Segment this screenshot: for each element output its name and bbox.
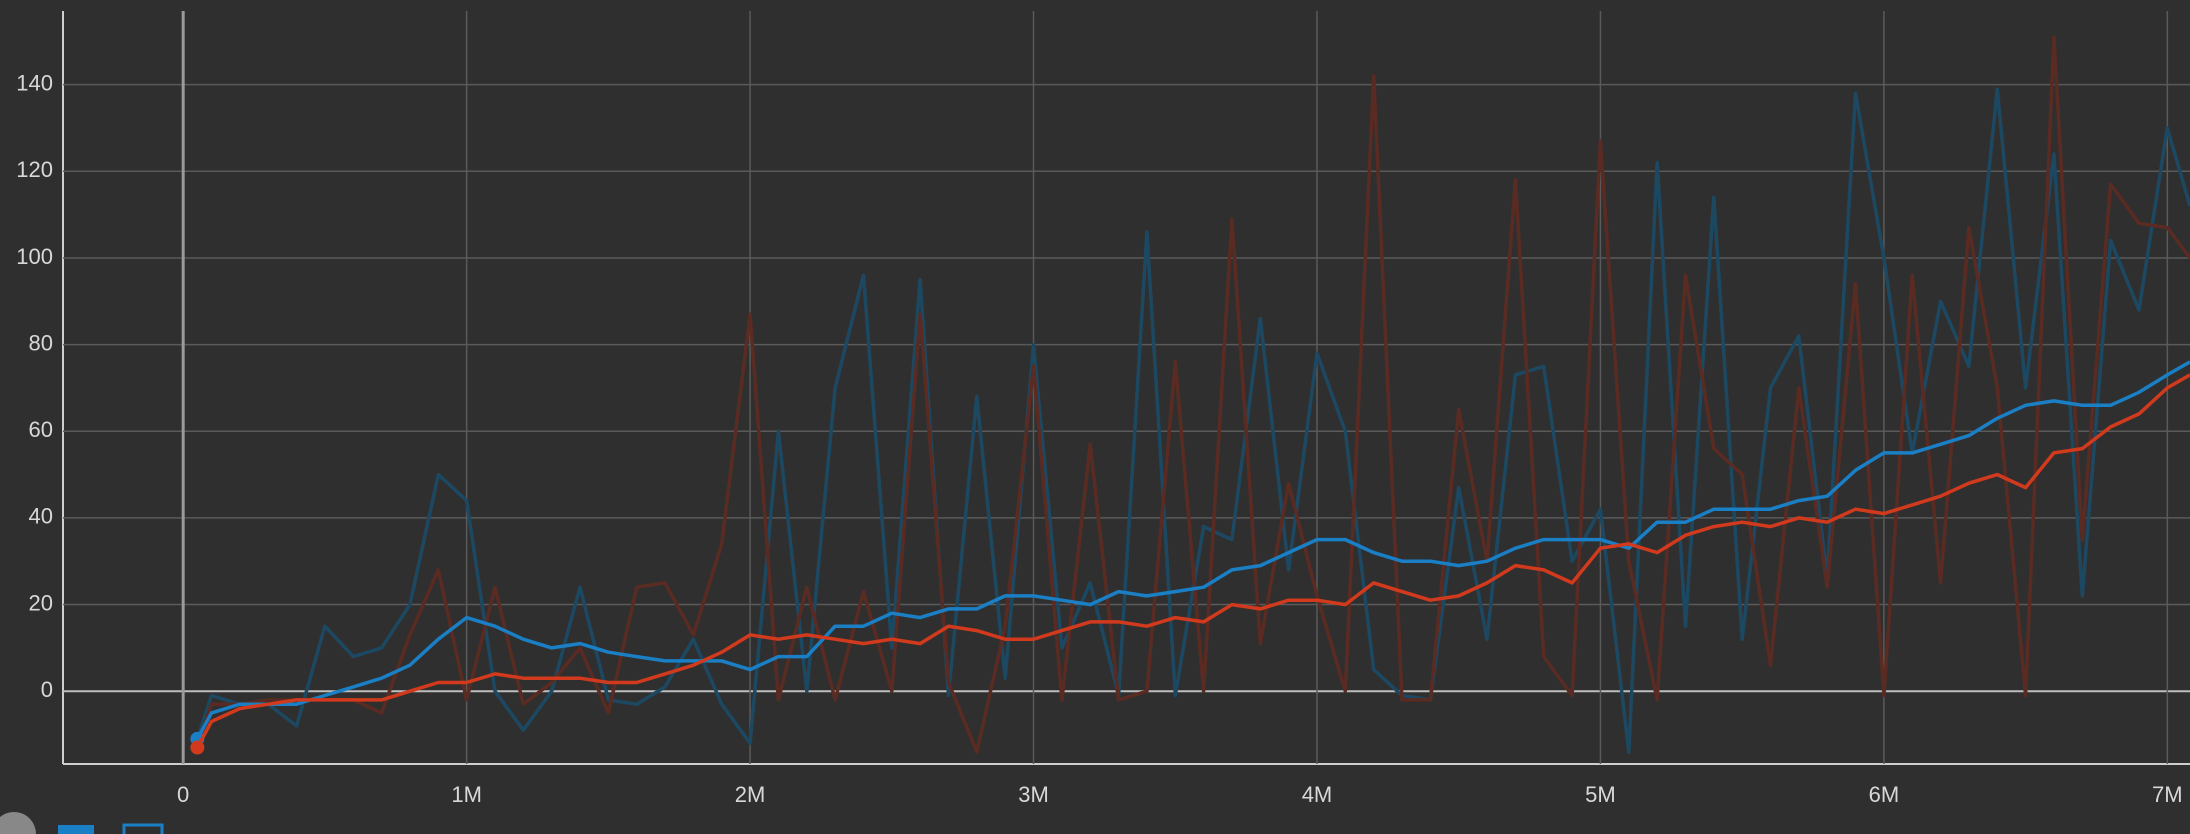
- x-tick-label: 2M: [735, 782, 766, 807]
- x-tick-label: 1M: [451, 782, 482, 807]
- series-line: [195, 87, 2190, 754]
- y-tick-label: 100: [16, 244, 53, 269]
- x-tick-label: 4M: [1302, 782, 1333, 807]
- x-tick-label: 5M: [1585, 782, 1616, 807]
- start-marker: [190, 740, 205, 755]
- series-line: [195, 35, 2190, 754]
- series-line: [195, 360, 2190, 740]
- toolbar-button[interactable]: [0, 812, 36, 834]
- series-line: [195, 373, 2190, 749]
- y-tick-label: 40: [29, 504, 53, 529]
- x-tick-label: 6M: [1869, 782, 1900, 807]
- toolbar-button[interactable]: [122, 823, 164, 834]
- y-tick-label: 20: [29, 590, 53, 615]
- toolbar: [0, 812, 164, 834]
- y-tick-label: 0: [41, 677, 53, 702]
- x-tick-label: 3M: [1018, 782, 1049, 807]
- y-tick-label: 140: [16, 70, 53, 95]
- y-tick-label: 60: [29, 417, 53, 442]
- x-tick-label: 0: [177, 782, 189, 807]
- y-tick-label: 80: [29, 330, 53, 355]
- x-tick-label: 7M: [2152, 782, 2183, 807]
- toolbar-button[interactable]: [58, 825, 94, 834]
- y-tick-label: 120: [16, 157, 53, 182]
